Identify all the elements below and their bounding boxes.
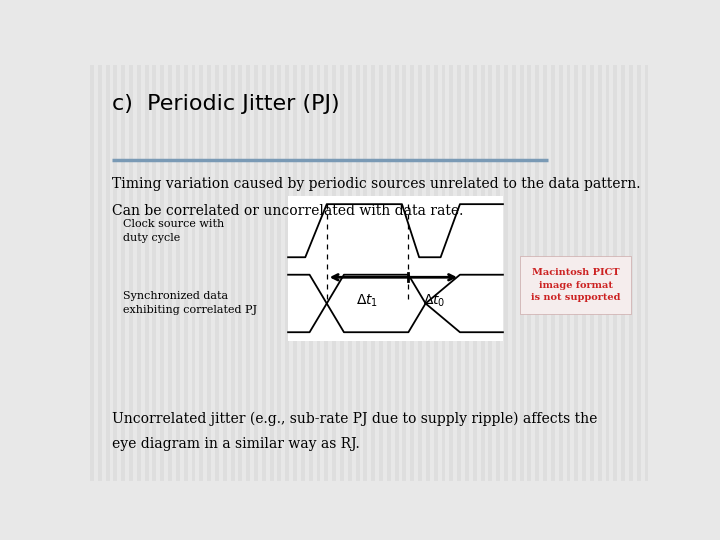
- Bar: [168, 65, 172, 481]
- Bar: [176, 65, 180, 481]
- Bar: [90, 65, 94, 481]
- Bar: [449, 65, 454, 481]
- Bar: [535, 65, 539, 481]
- Bar: [613, 65, 617, 481]
- Bar: [575, 65, 578, 481]
- Bar: [606, 65, 610, 481]
- Text: Synchronized data
exhibiting correlated PJ: Synchronized data exhibiting correlated …: [124, 292, 258, 315]
- Bar: [106, 65, 109, 481]
- Bar: [559, 65, 562, 481]
- Bar: [496, 65, 500, 481]
- Bar: [340, 65, 344, 481]
- Bar: [356, 65, 359, 481]
- Text: $\Delta t_0$: $\Delta t_0$: [423, 293, 446, 309]
- Bar: [161, 65, 164, 481]
- Text: Macintosh PICT
image format
is not supported: Macintosh PICT image format is not suppo…: [531, 268, 620, 302]
- Bar: [215, 65, 219, 481]
- Bar: [372, 65, 375, 481]
- Bar: [520, 65, 523, 481]
- Bar: [137, 65, 141, 481]
- Bar: [364, 65, 367, 481]
- Bar: [644, 65, 649, 481]
- Bar: [410, 65, 414, 481]
- Bar: [621, 65, 625, 481]
- Bar: [192, 65, 195, 481]
- Bar: [317, 65, 320, 481]
- Bar: [379, 65, 383, 481]
- Bar: [301, 65, 305, 481]
- Bar: [285, 65, 289, 481]
- Text: Timing variation caused by periodic sources unrelated to the data pattern.: Timing variation caused by periodic sour…: [112, 177, 641, 191]
- Bar: [387, 65, 391, 481]
- Bar: [293, 65, 297, 481]
- Bar: [637, 65, 641, 481]
- Text: $\Delta t_1$: $\Delta t_1$: [356, 293, 379, 309]
- Bar: [504, 65, 508, 481]
- Text: eye diagram in a similar way as RJ.: eye diagram in a similar way as RJ.: [112, 437, 360, 451]
- Bar: [441, 65, 446, 481]
- Bar: [629, 65, 633, 481]
- Bar: [512, 65, 516, 481]
- Bar: [582, 65, 586, 481]
- Bar: [98, 65, 102, 481]
- Bar: [199, 65, 203, 481]
- Bar: [184, 65, 188, 481]
- Bar: [254, 65, 258, 481]
- Bar: [590, 65, 594, 481]
- Bar: [395, 65, 399, 481]
- Bar: [246, 65, 250, 481]
- Text: Can be correlated or uncorrelated with data rate.: Can be correlated or uncorrelated with d…: [112, 204, 464, 218]
- Bar: [262, 65, 266, 481]
- Bar: [457, 65, 461, 481]
- Bar: [418, 65, 422, 481]
- Bar: [207, 65, 211, 481]
- Bar: [270, 65, 274, 481]
- Bar: [488, 65, 492, 481]
- Bar: [426, 65, 430, 481]
- Bar: [230, 65, 235, 481]
- Bar: [402, 65, 406, 481]
- Bar: [238, 65, 243, 481]
- Bar: [348, 65, 351, 481]
- Bar: [121, 65, 125, 481]
- Bar: [277, 65, 282, 481]
- Bar: [551, 65, 555, 481]
- Bar: [481, 65, 485, 481]
- Bar: [520, 256, 631, 314]
- Text: Clock source with
duty cycle: Clock source with duty cycle: [124, 219, 225, 242]
- Text: Uncorrelated jitter (e.g., sub-rate PJ due to supply ripple) affects the: Uncorrelated jitter (e.g., sub-rate PJ d…: [112, 412, 598, 427]
- Bar: [153, 65, 156, 481]
- Bar: [567, 65, 570, 481]
- Bar: [528, 65, 531, 481]
- Bar: [465, 65, 469, 481]
- Bar: [324, 65, 328, 481]
- Bar: [145, 65, 148, 481]
- Text: c)  Periodic Jitter (PJ): c) Periodic Jitter (PJ): [112, 94, 340, 114]
- Bar: [129, 65, 133, 481]
- Bar: [473, 65, 477, 481]
- Bar: [332, 65, 336, 481]
- Bar: [309, 65, 312, 481]
- Bar: [543, 65, 547, 481]
- Bar: [288, 196, 503, 341]
- Bar: [114, 65, 117, 481]
- Bar: [598, 65, 602, 481]
- Bar: [433, 65, 438, 481]
- Bar: [222, 65, 227, 481]
